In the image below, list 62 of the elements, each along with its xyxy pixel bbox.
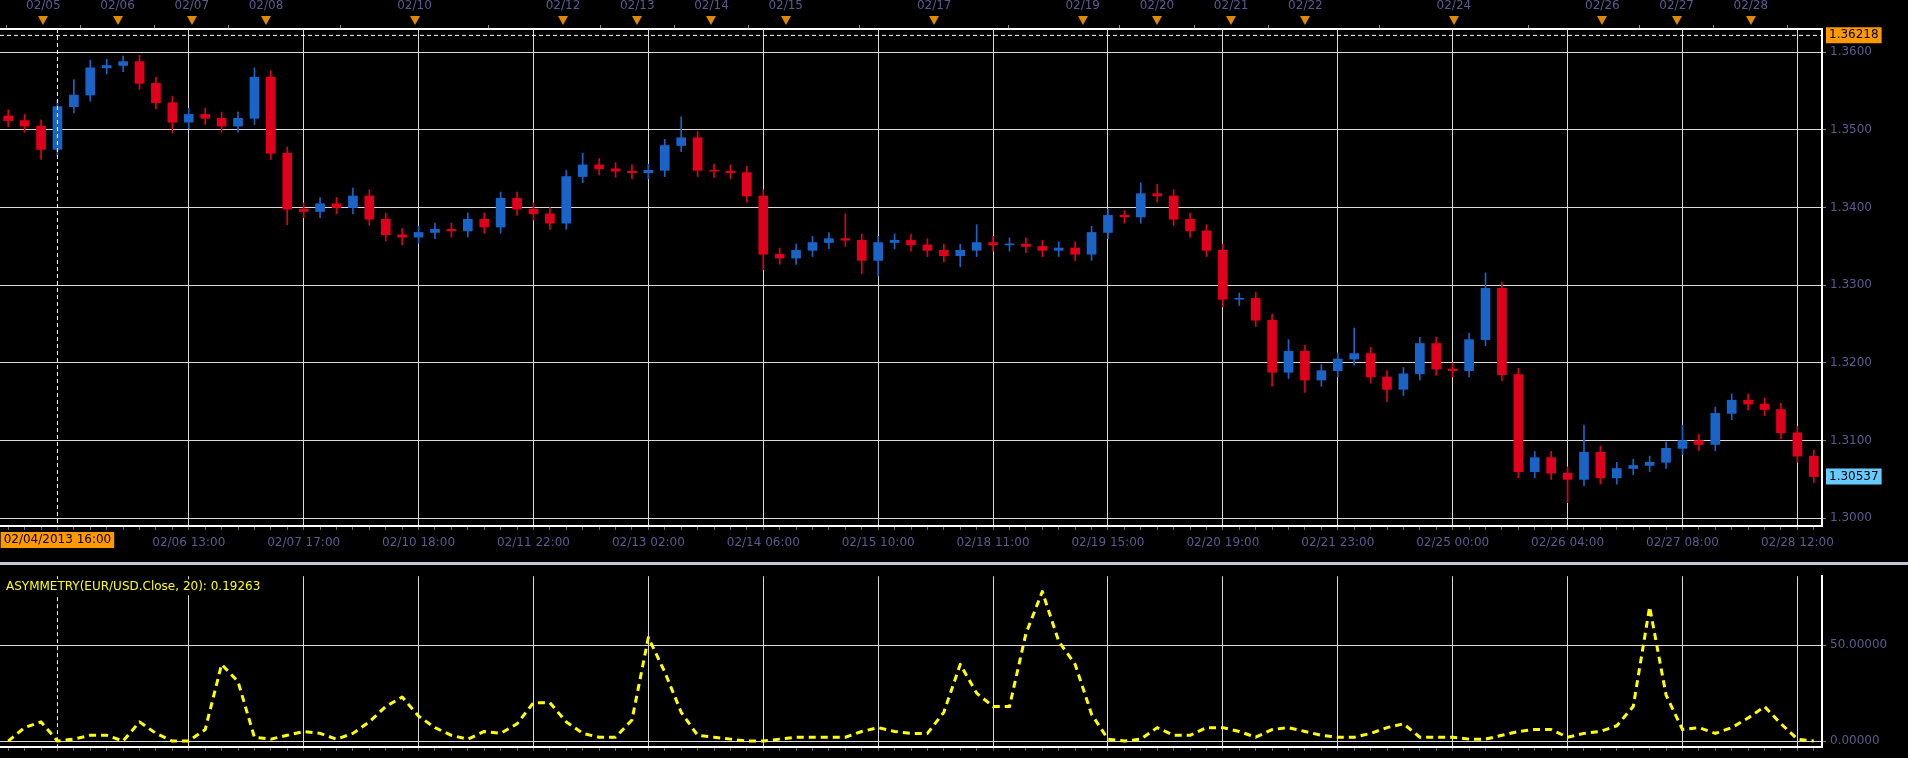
candlestick (1152, 183, 1163, 203)
candlestick (1349, 327, 1360, 366)
candlestick (774, 247, 785, 265)
x-tick-label: 02/15 10:00 (841, 535, 915, 550)
candlestick (627, 164, 637, 180)
candlestick (1743, 393, 1753, 411)
x-tick-label: 02/28 12:00 (1760, 535, 1834, 550)
candlestick (397, 228, 407, 246)
x2-tick-label: 02/27 (1659, 0, 1694, 12)
y-tick-label: 0.00000 (1830, 733, 1880, 748)
y-tick-label: 1.3500 (1830, 122, 1872, 137)
y-tick-label: 1.3200 (1830, 355, 1872, 370)
x-tick-label: 02/14 06:00 (726, 535, 800, 550)
x2-tick-label: 02/17 (916, 0, 952, 12)
candlestick (101, 58, 112, 75)
x-tick-label: 02/19 15:00 (1071, 535, 1145, 550)
x2-tick-label: 02/13 (619, 0, 655, 12)
candlestick (1234, 292, 1245, 306)
x2-tick-label: 02/19 (1065, 0, 1100, 12)
x-tick-label: 02/04/2013 16:00 (3, 532, 112, 547)
x2-tick-label: 02/20 (1139, 0, 1175, 12)
x-tick-label: 02/21 23:00 (1301, 535, 1375, 550)
x-tick-label: 02/25 00:00 (1416, 535, 1490, 550)
line-series (6, 590, 1816, 743)
x2-tick-label: 02/06 (100, 0, 135, 12)
x-tick-label: 02/10 18:00 (382, 535, 456, 550)
x-tick-label: 02/20 19:00 (1186, 535, 1260, 550)
candlestick (1447, 362, 1458, 378)
x2-tick-label: 02/07 (174, 0, 210, 12)
x2-tick-label: 02/22 (1288, 0, 1323, 12)
candlestick (3, 109, 14, 128)
x2-tick-label: 02/26 (1585, 0, 1620, 12)
x2-tick-label: 02/24 (1436, 0, 1472, 12)
x-tick-label: 02/26 04:00 (1531, 535, 1605, 550)
x2-tick-label: 02/15 (768, 0, 804, 12)
chart-title: ASYMMETRY(EUR/USD.Close, 20): 0.19263 (6, 579, 261, 594)
y-tick-label: 1.3000 (1830, 510, 1872, 525)
x2-tick-label: 02/12 (545, 0, 581, 12)
y-tick-label: 50.00000 (1830, 637, 1888, 652)
y-tick-label: 1.3400 (1830, 199, 1872, 214)
x2-tick-label: 02/28 (1733, 0, 1769, 12)
candlestick (1053, 241, 1064, 257)
x2-tick-label: 02/08 (248, 0, 284, 12)
candlestick (676, 116, 687, 153)
candlestick (594, 158, 604, 176)
x2-tick-label: 02/05 (26, 0, 61, 12)
x-tick-label: 02/11 22:00 (496, 535, 570, 550)
x-tick-label: 02/13 02:00 (611, 535, 685, 550)
x-tick-label: 02/27 08:00 (1645, 535, 1719, 550)
candlestick (1021, 237, 1031, 253)
x2-tick-label: 02/14 (694, 0, 729, 12)
y-tick-label: 1.3300 (1830, 277, 1872, 292)
x-tick-label: 02/06 13:00 (152, 535, 226, 550)
candlestick (988, 236, 998, 252)
x-tick-label: 02/18 11:00 (956, 535, 1030, 550)
y-tick-label: 1.3100 (1830, 432, 1872, 447)
x2-tick-label: 02/10 (397, 0, 432, 12)
x-tick-label: 02/07 17:00 (267, 535, 341, 550)
text: 1.30537 (1829, 468, 1879, 483)
y-tick-label: 1.3600 (1830, 44, 1872, 59)
x2-tick-label: 02/21 (1213, 0, 1249, 12)
ref-line-label: 1.36218 (1829, 27, 1879, 42)
